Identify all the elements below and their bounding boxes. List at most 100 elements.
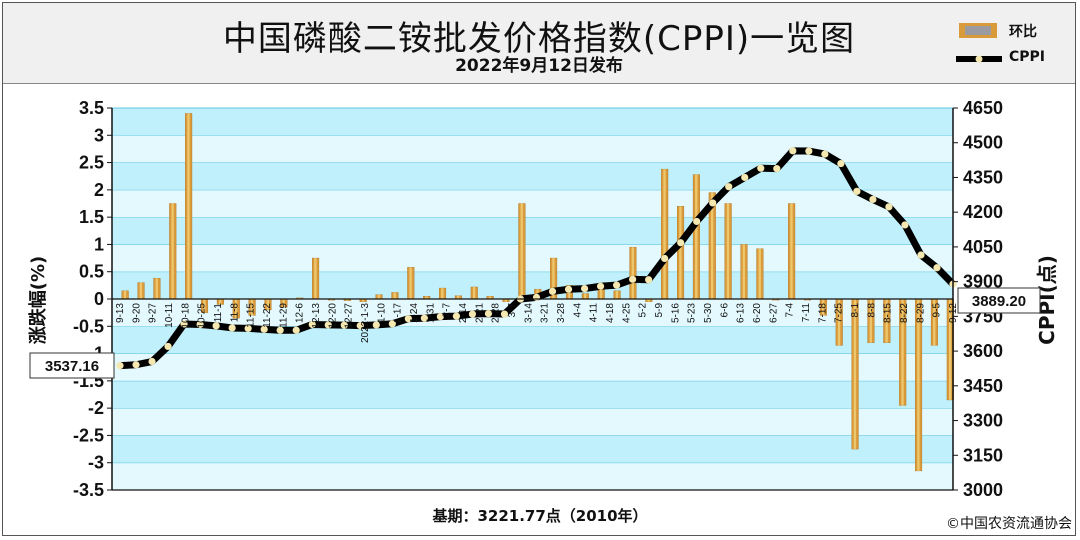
bar bbox=[470, 286, 478, 300]
cppi-point bbox=[452, 312, 461, 320]
bar bbox=[915, 298, 923, 472]
x-tick-label: 8-29 bbox=[915, 303, 926, 323]
x-tick-label: 1-24 bbox=[409, 303, 420, 323]
legend-bar-label: 环比 bbox=[1009, 24, 1037, 40]
end-callout-label: 3889.20 bbox=[972, 293, 1026, 310]
left-axis-label: 涨跌幅(%) bbox=[27, 256, 49, 345]
copyright-note: ©中国农资流通协会 bbox=[946, 516, 1072, 532]
left-tick-label: 0.5 bbox=[79, 262, 104, 282]
grid-band bbox=[112, 380, 953, 409]
right-tick-label: 3150 bbox=[963, 445, 1003, 465]
cppi-point bbox=[548, 287, 557, 295]
legend: 环比 CPPI bbox=[953, 19, 1073, 75]
cppi-point bbox=[388, 320, 396, 328]
x-tick-label: 7-18 bbox=[817, 303, 828, 323]
right-tick-label: 3000 bbox=[963, 480, 1003, 500]
x-tick-label: 11-8 bbox=[229, 303, 240, 323]
x-tick-label: 11-29 bbox=[278, 303, 289, 328]
cppi-point bbox=[196, 320, 204, 329]
chart-header: 中国磷酸二铵批发价格指数(CPPI)一览图 2022年9月12日发布 环比 CP… bbox=[3, 3, 1075, 84]
x-tick-label: 12-27 bbox=[344, 303, 355, 329]
cppi-point bbox=[356, 322, 364, 330]
x-tick-label: 5-2 bbox=[638, 303, 649, 318]
x-tick-label: 8-1 bbox=[850, 303, 861, 318]
x-tick-label: 8-22 bbox=[899, 303, 910, 323]
cppi-point bbox=[228, 324, 236, 332]
cppi-point bbox=[741, 173, 749, 182]
left-tick-label: -0.5 bbox=[73, 316, 104, 336]
legend-line-swatch-icon bbox=[956, 55, 1002, 63]
left-tick-label: 1 bbox=[94, 234, 104, 254]
cppi-point bbox=[629, 275, 637, 283]
grid-band bbox=[112, 408, 953, 436]
right-tick-label: 4050 bbox=[963, 237, 1003, 257]
bar bbox=[724, 203, 732, 300]
cppi-point bbox=[564, 285, 573, 293]
x-tick-label: 2-28 bbox=[491, 303, 502, 323]
x-tick-label: 6-13 bbox=[736, 303, 747, 323]
cppi-point bbox=[693, 217, 701, 226]
cppi-point bbox=[757, 164, 765, 172]
cppi-point bbox=[933, 264, 941, 272]
x-tick-label: 9-5 bbox=[932, 303, 943, 318]
right-tick-label: 4350 bbox=[963, 167, 1003, 187]
x-tick-label: 1-10 bbox=[376, 303, 387, 323]
x-tick-label: 7-11 bbox=[801, 303, 812, 323]
bar bbox=[677, 206, 685, 300]
bar bbox=[756, 248, 764, 300]
cppi-point bbox=[612, 281, 621, 289]
base-period-note: 基期：3221.77点（2010年） bbox=[432, 507, 648, 525]
x-tick-label: 8-15 bbox=[883, 303, 894, 323]
x-tick-label: 6-20 bbox=[752, 303, 763, 323]
cppi-point bbox=[773, 165, 781, 173]
right-tick-label: 4500 bbox=[963, 133, 1003, 153]
x-tick-label: 3-21 bbox=[540, 303, 551, 323]
cppi-point bbox=[709, 199, 717, 207]
left-axis-ticks: 3.532.521.510.50-0.5-1-1.5-2-2.5-3-3.5 bbox=[73, 98, 112, 500]
bar bbox=[375, 294, 383, 300]
bar bbox=[613, 290, 621, 300]
x-tick-label: 2022-1-3 bbox=[360, 303, 371, 343]
x-tick-label: 7-4 bbox=[785, 303, 796, 318]
bar bbox=[121, 290, 129, 300]
cppi-point bbox=[340, 321, 348, 329]
legend-item-bar: 环比 bbox=[953, 19, 1073, 43]
right-tick-label: 3900 bbox=[963, 272, 1003, 292]
right-tick-label: 4650 bbox=[963, 98, 1003, 118]
bar bbox=[391, 292, 399, 300]
right-axis-ticks: 4650450043504200405039003750360034503300… bbox=[953, 98, 1003, 500]
cppi-point bbox=[180, 320, 188, 328]
x-tick-label: 10-11 bbox=[164, 303, 175, 328]
x-tick-label: 5-23 bbox=[687, 303, 698, 323]
right-tick-label: 3300 bbox=[963, 411, 1003, 431]
cppi-point bbox=[917, 251, 925, 259]
cppi-point bbox=[420, 314, 428, 322]
cppi-point bbox=[116, 362, 124, 370]
left-tick-label: -3 bbox=[88, 453, 104, 473]
bar bbox=[581, 293, 589, 300]
cppi-point bbox=[805, 147, 813, 155]
left-tick-label: 0 bbox=[94, 289, 104, 309]
legend-line-label: CPPI bbox=[1009, 49, 1046, 65]
start-callout: 3537.16 bbox=[29, 352, 115, 379]
cppi-point bbox=[484, 309, 493, 318]
x-tick-label: 5-16 bbox=[670, 303, 681, 323]
bar bbox=[518, 203, 526, 300]
cppi-point bbox=[821, 150, 829, 158]
right-tick-label: 3450 bbox=[963, 376, 1003, 396]
x-tick-label: 7-25 bbox=[834, 303, 845, 323]
bar bbox=[185, 113, 193, 300]
line-series bbox=[116, 147, 957, 370]
cppi-point bbox=[500, 310, 509, 318]
x-tick-label: 3-28 bbox=[556, 303, 567, 323]
bar bbox=[629, 246, 637, 300]
left-tick-label: -2 bbox=[88, 398, 104, 418]
cppi-point bbox=[164, 342, 172, 351]
cppi-point bbox=[436, 312, 444, 321]
bar bbox=[851, 298, 859, 450]
x-tick-label: 6-27 bbox=[768, 303, 779, 323]
left-tick-label: 3.5 bbox=[79, 98, 104, 118]
x-tick-label: 10-18 bbox=[180, 303, 191, 329]
cppi-point bbox=[869, 195, 877, 204]
left-tick-label: 2.5 bbox=[79, 153, 104, 173]
